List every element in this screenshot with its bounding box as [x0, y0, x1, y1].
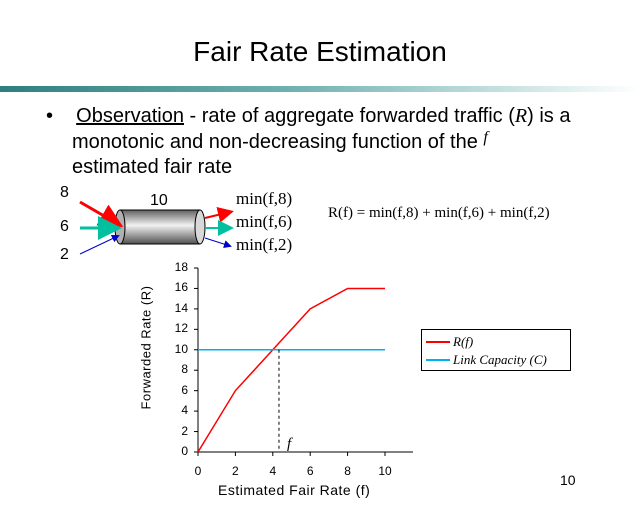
y-tick-label: 4 — [181, 403, 188, 418]
bullet-text-1-end: ) is a — [527, 105, 571, 127]
output-label-2: min(f,6) — [236, 212, 293, 231]
plot-area — [194, 267, 413, 456]
legend-item-r: R(f) — [426, 334, 473, 350]
x-tick-label: 4 — [269, 464, 277, 478]
bullet-var-f: f — [483, 129, 488, 146]
x-tick-label: 8 — [344, 464, 351, 478]
bullet-text-2: monotonic and non-decreasing function of… — [72, 131, 478, 153]
y-tick-label: 0 — [181, 444, 188, 458]
series-line-r — [197, 287, 385, 453]
x-axis-label: Estimated Fair Rate (f) — [218, 482, 371, 498]
legend-item-c: Link Capacity (C) — [426, 352, 547, 368]
bullet-marker: • — [46, 105, 54, 127]
bullet-line-1: • Observation - rate of aggregate forwar… — [46, 104, 570, 129]
input-label-6: 6 — [60, 218, 69, 235]
bullet-var-r: R — [514, 105, 528, 127]
output-arrow-2 — [204, 237, 232, 248]
y-tick-label: 10 — [174, 341, 188, 356]
bullet-line-2: monotonic and non-decreasing function of… — [72, 129, 488, 156]
input-label-8: 8 — [60, 184, 69, 201]
input-arrow-2 — [79, 234, 120, 255]
y-tick-label: 2 — [181, 423, 188, 438]
y-tick-label: 18 — [174, 260, 188, 274]
fair-rate-annotation: f — [286, 436, 292, 452]
bullet-text-1: - rate of aggregate forwarded traffic ( — [183, 105, 515, 127]
y-tick-label: 14 — [174, 300, 188, 315]
bullet-line-3: estimated fair rate — [72, 156, 233, 178]
y-tick-label: 12 — [174, 321, 188, 336]
slide-title: Fair Rate Estimation — [193, 36, 447, 67]
y-tick-label: 6 — [181, 382, 188, 397]
legend-swatch-r — [426, 341, 450, 343]
capacity-label: 10 — [150, 192, 168, 209]
y-tick-label: 8 — [181, 362, 188, 377]
x-tick-label: 10 — [378, 464, 392, 478]
slide-number: 10 — [560, 472, 576, 488]
observation-label: Observation — [76, 105, 184, 127]
x-tick-label: 0 — [194, 464, 202, 478]
legend-label-c: Link Capacity (C) — [453, 352, 547, 367]
input-label-2: 2 — [60, 246, 69, 263]
legend-label-r: R(f) — [453, 334, 474, 349]
output-label-1: min(f,8) — [236, 189, 293, 208]
x-tick-label: 6 — [306, 464, 314, 478]
x-tick-label: 2 — [232, 464, 239, 478]
output-arrow-8 — [204, 207, 234, 223]
chart-legend: R(f) Link Capacity (C) — [421, 329, 571, 371]
output-label-3: min(f,2) — [236, 235, 293, 254]
legend-swatch-c — [426, 359, 450, 361]
y-tick-label: 16 — [174, 280, 188, 295]
link-diagram — [79, 200, 234, 255]
rate-formula: R(f) = min(f,8) + min(f,6) + min(f,2) — [328, 205, 550, 221]
y-axis-label: Forwarded Rate (R) — [138, 285, 154, 410]
title-divider — [0, 86, 640, 92]
